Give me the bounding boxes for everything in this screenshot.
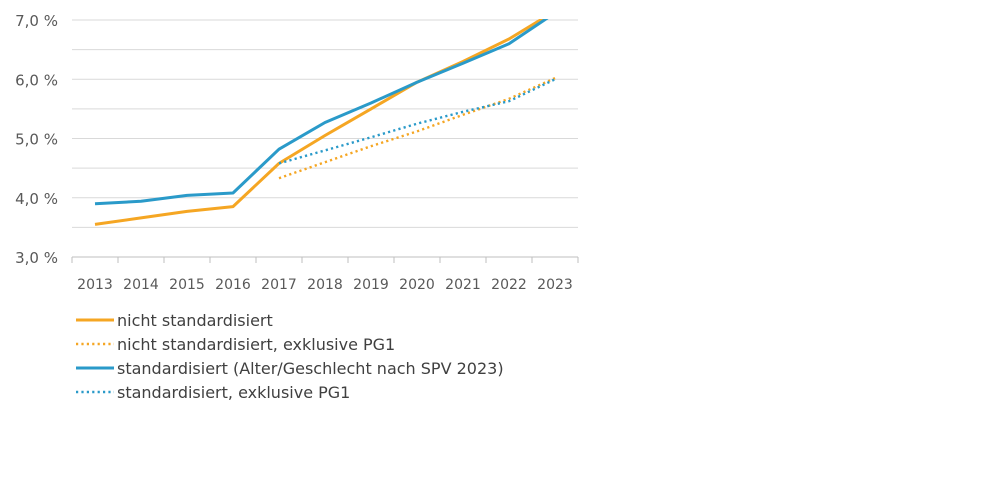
x-tick-label: 2013 xyxy=(77,277,113,293)
x-tick-label: 2023 xyxy=(537,277,573,293)
legend: nicht standardisiert nicht standardisiert… xyxy=(76,311,504,402)
legend-label: standardisiert, exklusive PG1 xyxy=(117,383,350,402)
axis-layer: 2013 2014 2015 2016 2017 2018 2019 2020 2021 2022… xyxy=(15,12,579,293)
x-tick-label: 2018 xyxy=(307,277,343,293)
y-tick-label: 3,0 % xyxy=(15,249,58,267)
series-line-2 xyxy=(278,77,556,180)
x-tick-label: 2019 xyxy=(353,277,389,293)
x-tick-label: 2017 xyxy=(261,277,297,293)
y-tick-label: 6,0 % xyxy=(15,71,58,89)
y-tick-label: 4,0 % xyxy=(15,190,58,208)
grid-layer xyxy=(72,19,578,228)
series-line-4 xyxy=(278,78,556,165)
legend-label: standardisiert (Alter/Geschlecht nach SP… xyxy=(117,359,504,378)
x-tick-label: 2014 xyxy=(123,277,159,293)
x-tick-label: 2020 xyxy=(399,277,435,293)
legend-label: nicht standardisiert, exklusive PG1 xyxy=(117,335,395,354)
y-tick-label: 5,0 % xyxy=(15,131,58,149)
series-line-1 xyxy=(94,19,545,226)
series-line-3 xyxy=(94,19,549,206)
x-tick-label: 2021 xyxy=(445,277,481,293)
legend-label: nicht standardisiert xyxy=(117,311,273,330)
x-tick-label: 2015 xyxy=(169,277,205,293)
series-layer xyxy=(94,19,556,226)
x-tick-label: 2016 xyxy=(215,277,251,293)
y-tick-label: 7,0 % xyxy=(15,12,58,30)
x-tick-label: 2022 xyxy=(491,277,527,293)
